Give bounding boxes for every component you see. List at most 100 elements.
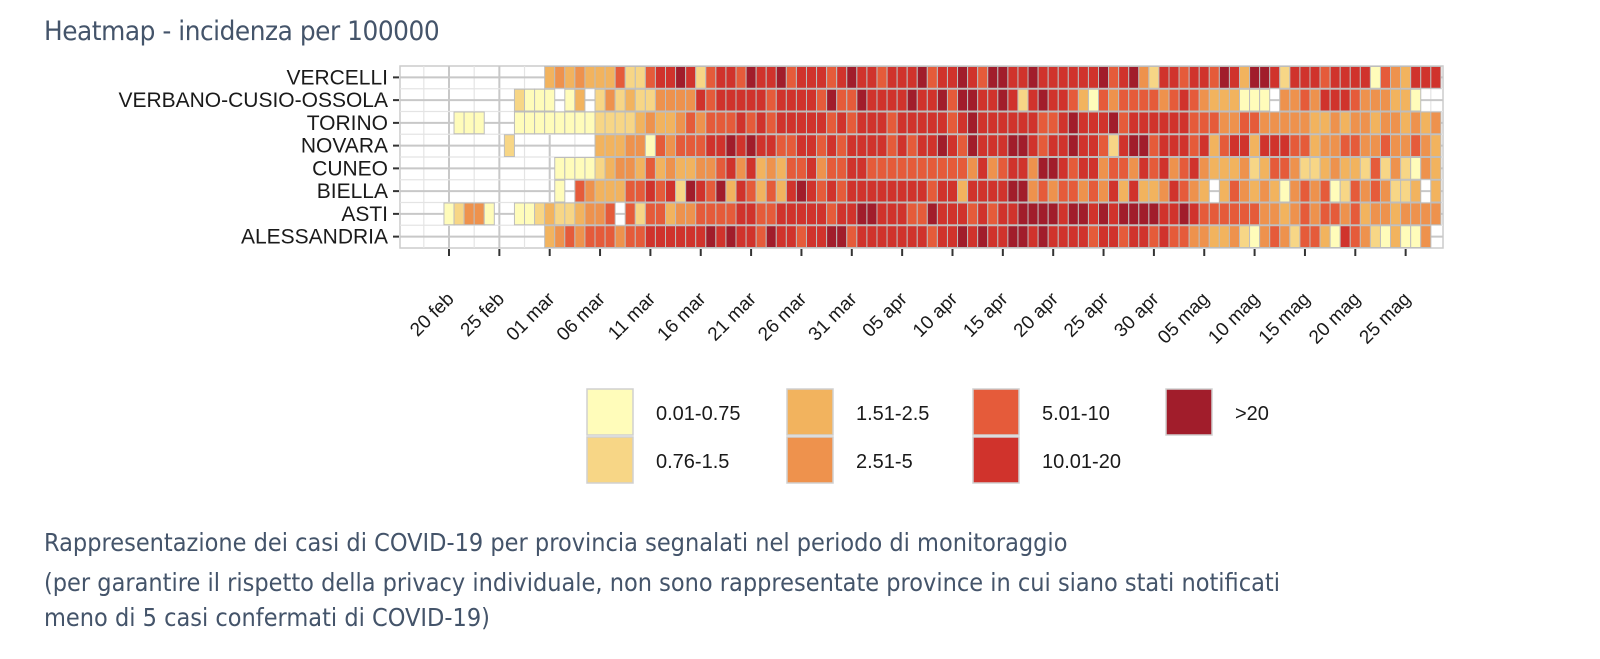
heatmap-cell (1087, 225, 1100, 248)
heatmap-cell (725, 66, 737, 89)
heatmap-cell (624, 111, 636, 135)
heatmap-cell (1128, 179, 1140, 203)
heatmap-cell (1349, 134, 1361, 157)
heatmap-cell (665, 134, 677, 157)
heatmap-cell (916, 134, 928, 157)
heatmap-cell (1128, 157, 1140, 180)
heatmap-cell (816, 225, 828, 248)
heatmap-cell (705, 111, 717, 135)
heatmap-cell (967, 66, 979, 89)
heatmap-cell (946, 111, 959, 135)
heatmap-cell (916, 225, 928, 248)
heatmap-cell (1319, 88, 1331, 112)
heatmap-cell (826, 202, 838, 226)
heatmap-cell (816, 111, 828, 135)
heatmap-cell (906, 88, 918, 112)
heatmap-cell (1289, 202, 1301, 226)
heatmap-cell (846, 157, 858, 180)
heatmap-cell (785, 225, 797, 248)
heatmap-cell (1228, 88, 1240, 112)
heatmap-cell (463, 111, 475, 135)
heatmap-cell (755, 179, 767, 203)
heatmap-cell (1198, 88, 1210, 112)
heatmap-cell (866, 66, 878, 89)
heatmap-cell (1057, 88, 1069, 112)
heatmap-cell (856, 66, 868, 89)
heatmap-cell (1098, 134, 1110, 157)
heatmap-cell (1067, 66, 1079, 89)
heatmap-cell (1249, 157, 1261, 180)
heatmap-cell (1017, 66, 1029, 89)
heatmap-cell (1198, 157, 1210, 180)
heatmap-cell (1128, 88, 1140, 112)
heatmap-cell (886, 88, 898, 112)
heatmap-cell (785, 66, 797, 89)
heatmap-cell (916, 111, 928, 135)
heatmap-cell (544, 88, 556, 112)
heatmap-cell (886, 179, 898, 203)
heatmap-cell (765, 157, 777, 180)
heatmap-cell (675, 134, 687, 157)
heatmap-cell (795, 179, 807, 203)
heatmap-cell (967, 225, 979, 248)
x-tick-label: 01 mar (503, 288, 560, 345)
heatmap-cell (1410, 134, 1422, 157)
heatmap-cell (1208, 157, 1220, 180)
heatmap-cell (1369, 111, 1381, 135)
heatmap-cell (906, 202, 918, 226)
heatmap-cell (604, 225, 616, 248)
heatmap-cell (1087, 66, 1100, 89)
heatmap-cell (1168, 111, 1180, 135)
heatmap-cell (816, 202, 828, 226)
heatmap-cell (554, 179, 566, 203)
heatmap-cell (554, 225, 566, 248)
heatmap-cell (987, 179, 999, 203)
heatmap-cell (1289, 111, 1301, 135)
heatmap-cell (997, 111, 1009, 135)
heatmap-cell (1349, 157, 1361, 180)
heatmap-cell (1017, 88, 1029, 112)
y-tick-label: TORINO (307, 112, 388, 135)
heatmap-cell (876, 66, 888, 89)
heatmap-cell (715, 202, 727, 226)
heatmap-cell (1027, 134, 1039, 157)
heatmap-cell (775, 88, 787, 112)
heatmap-cell (1400, 179, 1412, 203)
heatmap-cell (644, 157, 656, 180)
heatmap-cell (1108, 225, 1120, 248)
heatmap-cell (1299, 134, 1311, 157)
heatmap-cell (957, 157, 969, 180)
heatmap-cell (977, 225, 989, 248)
heatmap-cell (685, 225, 697, 248)
legend-swatch (786, 436, 834, 484)
heatmap-cell (1390, 202, 1402, 226)
heatmap-cell (936, 157, 948, 180)
heatmap-cell (926, 202, 938, 226)
heatmap-cell (1390, 111, 1402, 135)
heatmap-cell (1259, 225, 1271, 248)
heatmap-cell (634, 134, 646, 157)
heatmap-cell (1148, 157, 1160, 180)
heatmap-cell (1027, 66, 1039, 89)
heatmap-cell (1218, 134, 1230, 157)
heatmap-cell (1168, 202, 1180, 226)
heatmap-cell (1128, 66, 1140, 89)
heatmap-cell (967, 157, 979, 180)
heatmap-cell (1128, 111, 1140, 135)
heatmap-cell (1319, 66, 1331, 89)
heatmap-cell (665, 88, 677, 112)
heatmap-cell (705, 225, 717, 248)
heatmap-cell (675, 157, 687, 180)
legend-swatch (586, 388, 634, 436)
heatmap-cell (856, 134, 868, 157)
heatmap-cell (685, 134, 697, 157)
heatmap-cell (805, 225, 818, 248)
heatmap-cell (1188, 202, 1200, 226)
x-tick-label: 16 mar (654, 288, 711, 345)
heatmap-cell (554, 111, 566, 135)
heatmap-cell (1430, 66, 1442, 89)
x-tick-label: 10 mag (1204, 289, 1264, 349)
heatmap-cell (1349, 111, 1361, 135)
heatmap-cell (1390, 66, 1402, 89)
heatmap-cell (624, 134, 636, 157)
